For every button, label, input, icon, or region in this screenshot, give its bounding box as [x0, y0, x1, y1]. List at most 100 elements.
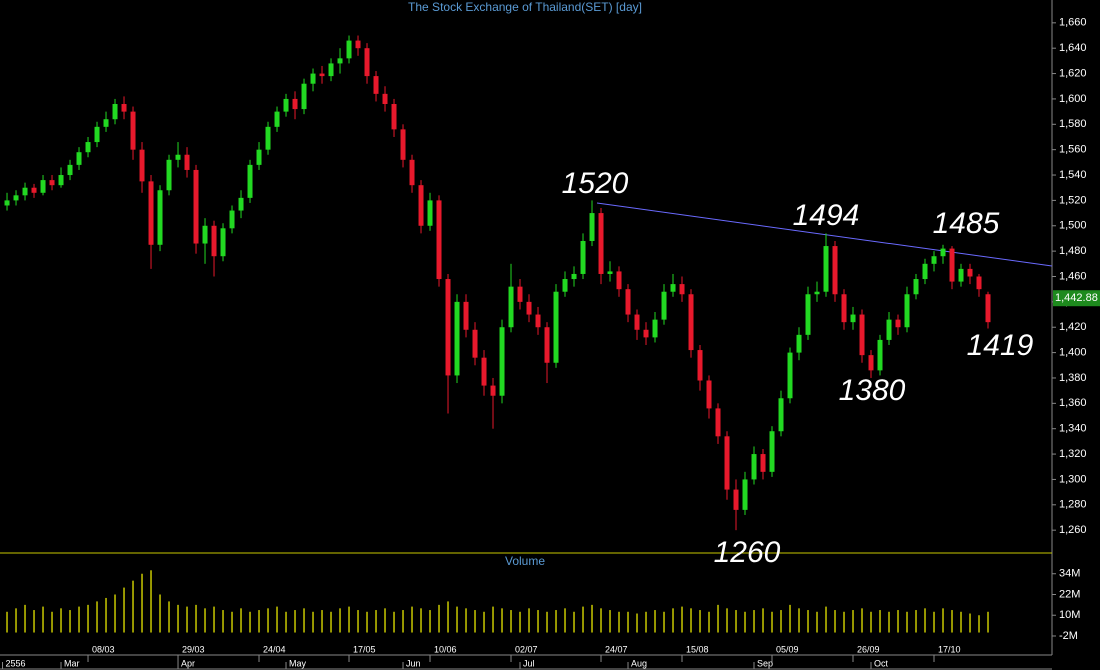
volume-bar: [978, 615, 980, 633]
volume-bar: [654, 610, 656, 633]
volume-tick-label: 10M: [1059, 609, 1080, 621]
volume-bar: [564, 608, 566, 633]
y-tick-label: 1,640: [1059, 42, 1087, 54]
volume-bar: [879, 610, 881, 633]
volume-bar: [240, 608, 242, 633]
candle-body: [625, 289, 631, 315]
candle-body: [679, 284, 685, 295]
candle-body: [616, 271, 622, 290]
candle-body: [337, 58, 343, 64]
volume-bar: [690, 608, 692, 633]
volume-bar: [294, 610, 296, 633]
candle-body: [472, 329, 478, 358]
volume-bar: [429, 610, 431, 633]
candle-body: [517, 286, 523, 302]
volume-bar: [366, 611, 368, 633]
candle-body: [940, 248, 946, 257]
candle-body: [652, 319, 658, 338]
candle-body: [805, 294, 811, 335]
candle-body: [661, 291, 667, 320]
candle-body: [868, 355, 874, 371]
candle-body: [382, 93, 388, 105]
candle-body: [436, 200, 442, 280]
candle-body: [391, 104, 397, 130]
volume-bar: [816, 611, 818, 633]
volume-bar: [906, 611, 908, 633]
volume-bar: [69, 610, 71, 633]
candle-body: [688, 294, 694, 351]
candle-body: [175, 154, 181, 160]
candle-body: [310, 73, 316, 84]
candle-body: [247, 164, 253, 198]
month-tick-label: 2556: [6, 658, 26, 668]
candle-body: [670, 284, 676, 292]
candle-body: [130, 111, 136, 150]
volume-bar: [798, 608, 800, 633]
volume-bar: [222, 610, 224, 633]
y-tick-label: 1,480: [1059, 245, 1087, 257]
candle-body: [751, 454, 757, 480]
volume-bar: [213, 606, 215, 633]
candle-body: [535, 314, 541, 328]
x-tick-label: 26/09: [857, 644, 880, 654]
month-tick-label: Aug: [631, 658, 647, 668]
candle-body: [148, 181, 154, 245]
candle-body: [544, 327, 550, 363]
candle-body: [526, 301, 532, 315]
candle-body: [85, 142, 91, 153]
volume-bar: [933, 611, 935, 633]
volume-bar: [6, 611, 8, 633]
candle-body: [40, 180, 46, 193]
volume-bar: [537, 610, 539, 633]
y-tick-label: 1,300: [1059, 473, 1087, 485]
y-tick-label: 1,560: [1059, 144, 1087, 156]
volume-bar: [825, 606, 827, 633]
candle-body: [634, 314, 640, 330]
candle-body: [562, 279, 568, 292]
candle-body: [184, 154, 190, 170]
volume-bar: [24, 604, 26, 633]
candle-body: [850, 314, 856, 323]
volume-bar: [438, 604, 440, 633]
candle-body: [580, 240, 586, 274]
volume-bar: [330, 611, 332, 633]
candle-body: [598, 213, 604, 274]
volume-bar: [708, 611, 710, 633]
candle-body: [157, 190, 163, 245]
volume-bar: [915, 610, 917, 633]
candle-body: [922, 263, 928, 280]
volume-bar: [321, 610, 323, 633]
candle-body: [715, 408, 721, 437]
volume-bar: [852, 610, 854, 633]
x-tick-label: 24/07: [605, 644, 628, 654]
candle-body: [22, 187, 28, 196]
month-tick-label: Jun: [406, 658, 421, 668]
x-tick-label: 02/07: [515, 644, 538, 654]
volume-bar: [735, 610, 737, 633]
volume-bar: [528, 608, 530, 633]
volume-bar: [159, 594, 161, 633]
candle-body: [13, 195, 19, 201]
volume-bar: [861, 608, 863, 633]
volume-bar: [492, 606, 494, 633]
candle-body: [238, 197, 244, 211]
y-tick-label: 1,320: [1059, 448, 1087, 460]
volume-bar: [618, 611, 620, 633]
candle-body: [787, 352, 793, 399]
volume-bar: [600, 608, 602, 633]
x-tick-label: 24/04: [263, 644, 286, 654]
volume-bar: [546, 611, 548, 633]
candle-body: [355, 40, 361, 49]
annotation: 1419: [967, 329, 1034, 362]
volume-bar: [285, 611, 287, 633]
candle-body: [841, 294, 847, 323]
trend-line: [596, 202, 1053, 267]
volume-bar: [384, 608, 386, 633]
candle-body: [571, 273, 577, 280]
volume-bar: [591, 604, 593, 633]
candle-body: [103, 119, 109, 127]
volume-bar: [636, 613, 638, 633]
candle-body: [643, 329, 649, 338]
